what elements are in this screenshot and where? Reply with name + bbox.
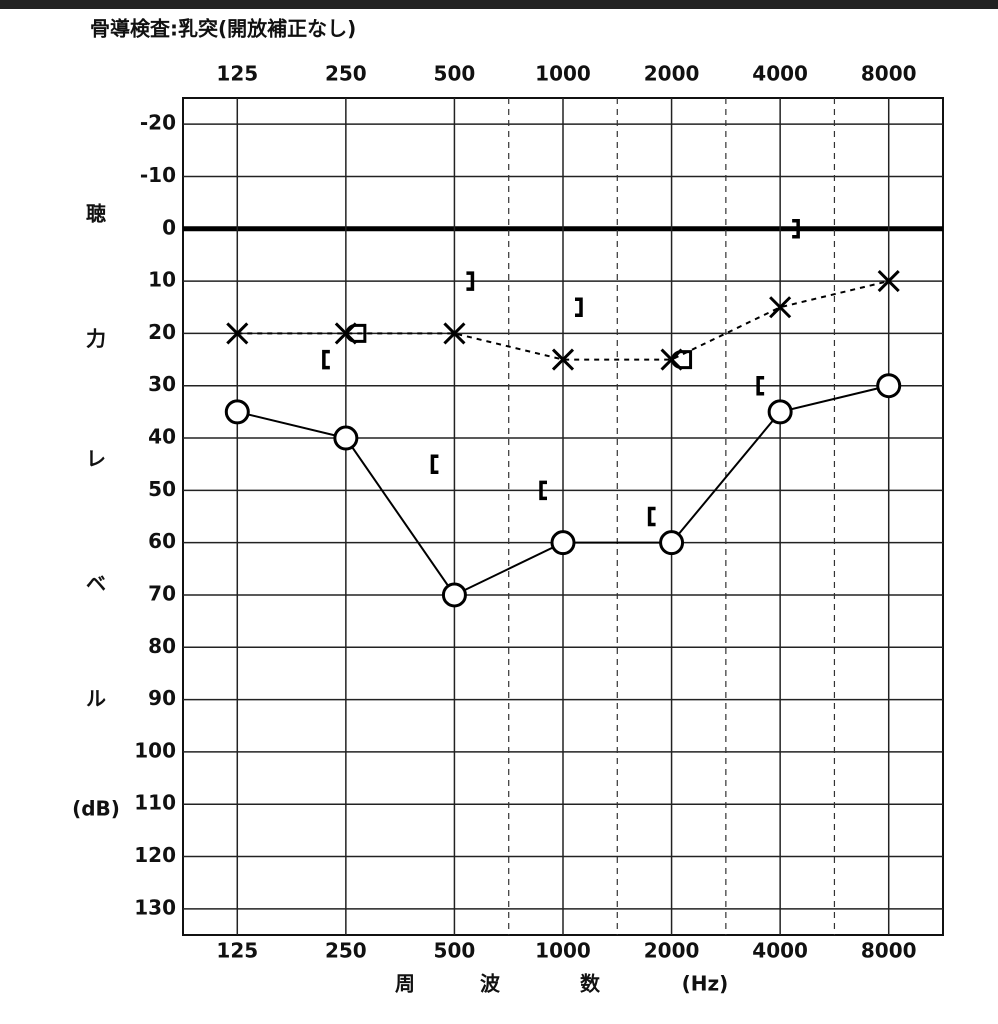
- x-axis-label: (Hz): [682, 972, 729, 996]
- y-tick-label: 80: [148, 634, 176, 658]
- x-tick-label-bottom: 125: [216, 939, 258, 963]
- y-tick-label: -10: [140, 163, 176, 187]
- x-tick-label-bottom: 4000: [752, 939, 808, 963]
- x-axis-label: 波: [480, 972, 501, 996]
- y-tick-label: 50: [148, 477, 176, 501]
- y-tick-label: 120: [134, 843, 176, 867]
- x-tick-label-top: 2000: [644, 62, 700, 86]
- x-tick-label-top: 1000: [535, 62, 591, 86]
- marker-d: [345, 323, 367, 343]
- marker-bracket-left: [430, 454, 439, 474]
- marker-x: [226, 322, 249, 345]
- x-axis-label: 周: [395, 972, 415, 996]
- marker-bracket-right: [792, 219, 800, 239]
- y-axis-label: ル: [86, 687, 106, 711]
- marker-o: [224, 399, 250, 425]
- y-tick-label: 30: [148, 372, 176, 396]
- x-tick-label-top: 500: [434, 62, 476, 86]
- marker-o: [441, 582, 467, 608]
- marker-d: [671, 350, 693, 370]
- marker-bracket-left: [539, 480, 547, 501]
- marker-x: [551, 348, 575, 371]
- y-axis-label: ベ: [86, 572, 106, 596]
- marker-bracket-left: [322, 349, 330, 370]
- y-tick-label: 0: [162, 215, 176, 239]
- x-tick-label-top: 8000: [861, 62, 917, 86]
- marker-o: [659, 530, 685, 556]
- x-tick-label-bottom: 8000: [861, 939, 917, 963]
- x-tick-label-bottom: 250: [325, 939, 367, 963]
- y-tick-label: 90: [148, 686, 176, 710]
- x-axis-label: 数: [580, 972, 601, 996]
- y-tick-label: 10: [148, 268, 176, 292]
- y-axis-label: レ: [86, 447, 106, 471]
- marker-bracket-right: [575, 297, 583, 317]
- x-tick-label-top: 125: [216, 62, 258, 86]
- marker-o: [767, 399, 793, 425]
- marker-o: [876, 373, 902, 399]
- marker-o: [550, 530, 576, 556]
- y-tick-label: 70: [148, 581, 176, 605]
- x-tick-label-top: 250: [325, 62, 367, 86]
- y-axis-label: 力: [86, 327, 106, 351]
- top-bar: [0, 0, 998, 9]
- x-tick-label-bottom: 500: [434, 939, 476, 963]
- x-tick-label-top: 4000: [752, 62, 808, 86]
- marker-o: [333, 425, 359, 451]
- y-tick-label: 60: [148, 529, 176, 553]
- y-tick-label: 110: [134, 791, 176, 815]
- chart-title: 骨導検査:乳突(開放補正なし): [90, 17, 356, 41]
- marker-bracket-left: [756, 375, 765, 396]
- marker-x: [877, 270, 900, 293]
- x-tick-label-bottom: 2000: [644, 939, 700, 963]
- marker-x: [443, 322, 466, 345]
- marker-bracket-left: [647, 506, 656, 527]
- marker-bracket-right: [466, 271, 475, 291]
- y-tick-label: 130: [134, 895, 176, 919]
- y-tick-label: 100: [134, 738, 176, 762]
- y-axis-label: 聴: [86, 202, 106, 226]
- x-tick-label-bottom: 1000: [535, 939, 591, 963]
- y-tick-label: 20: [148, 320, 176, 344]
- y-axis-label: (dB): [72, 797, 120, 821]
- y-tick-label: -20: [140, 111, 176, 135]
- marker-x: [769, 296, 792, 319]
- y-tick-label: 40: [148, 425, 176, 449]
